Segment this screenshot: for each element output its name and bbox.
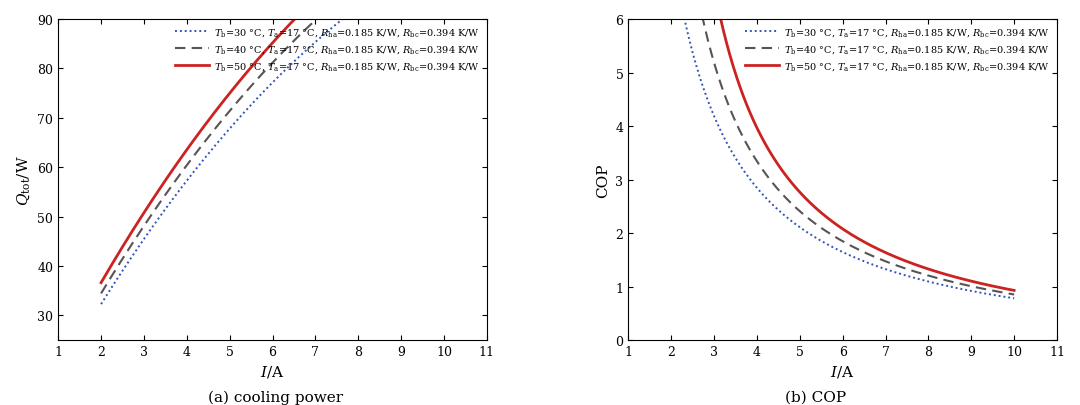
Legend: $T_{\mathrm{b}}$=30 °C, $T_{\mathrm{a}}$=17 °C, $R_{\mathrm{ha}}$=0.185 K/W, $R_: $T_{\mathrm{b}}$=30 °C, $T_{\mathrm{a}}$… [742,23,1054,76]
Y-axis label: $Q_{\mathrm{tot}}$/W: $Q_{\mathrm{tot}}$/W [15,155,31,205]
$T_{\mathrm{b}}$=30 °C, $T_{\mathrm{a}}$=17 °C, $R_{\mathrm{ha}}$=0.185 K/W, $R_{\mathrm{bc}}$=0.394 K/W [298,51,311,55]
$T_{\mathrm{b}}$=40 °C, $T_{\mathrm{a}}$=17 °C, $R_{\mathrm{ha}}$=0.185 K/W, $R_{\mathrm{bc}}$=0.394 K/W [954,281,967,286]
$T_{\mathrm{b}}$=30 °C, $T_{\mathrm{a}}$=17 °C, $R_{\mathrm{ha}}$=0.185 K/W, $R_{\mathrm{bc}}$=0.394 K/W [869,264,882,269]
$T_{\mathrm{b}}$=30 °C, $T_{\mathrm{a}}$=17 °C, $R_{\mathrm{ha}}$=0.185 K/W, $R_{\mathrm{bc}}$=0.394 K/W [95,302,108,307]
$T_{\mathrm{b}}$=40 °C, $T_{\mathrm{a}}$=17 °C, $R_{\mathrm{ha}}$=0.185 K/W, $R_{\mathrm{bc}}$=0.394 K/W [975,286,988,291]
$T_{\mathrm{b}}$=30 °C, $T_{\mathrm{a}}$=17 °C, $R_{\mathrm{ha}}$=0.185 K/W, $R_{\mathrm{bc}}$=0.394 K/W [1008,296,1021,301]
$T_{\mathrm{b}}$=40 °C, $T_{\mathrm{a}}$=17 °C, $R_{\mathrm{ha}}$=0.185 K/W, $R_{\mathrm{bc}}$=0.394 K/W [867,255,880,260]
$T_{\mathrm{b}}$=50 °C, $T_{\mathrm{a}}$=17 °C, $R_{\mathrm{ha}}$=0.185 K/W, $R_{\mathrm{bc}}$=0.394 K/W [875,248,888,253]
Line: $T_{\mathrm{b}}$=50 °C, $T_{\mathrm{a}}$=17 °C, $R_{\mathrm{ha}}$=0.185 K/W, $R_{\mathrm{bc}}$=0.394 K/W: $T_{\mathrm{b}}$=50 °C, $T_{\mathrm{a}}$… [671,0,1014,291]
$T_{\mathrm{b}}$=30 °C, $T_{\mathrm{a}}$=17 °C, $R_{\mathrm{ha}}$=0.185 K/W, $R_{\mathrm{bc}}$=0.394 K/W [305,45,318,49]
$T_{\mathrm{b}}$=50 °C, $T_{\mathrm{a}}$=17 °C, $R_{\mathrm{ha}}$=0.185 K/W, $R_{\mathrm{bc}}$=0.394 K/W [305,1,318,6]
$T_{\mathrm{b}}$=30 °C, $T_{\mathrm{a}}$=17 °C, $R_{\mathrm{ha}}$=0.185 K/W, $R_{\mathrm{bc}}$=0.394 K/W [299,49,312,54]
$T_{\mathrm{b}}$=40 °C, $T_{\mathrm{a}}$=17 °C, $R_{\mathrm{ha}}$=0.185 K/W, $R_{\mathrm{bc}}$=0.394 K/W [869,255,882,260]
$T_{\mathrm{b}}$=50 °C, $T_{\mathrm{a}}$=17 °C, $R_{\mathrm{ha}}$=0.185 K/W, $R_{\mathrm{bc}}$=0.394 K/W [96,279,109,284]
$T_{\mathrm{b}}$=50 °C, $T_{\mathrm{a}}$=17 °C, $R_{\mathrm{ha}}$=0.185 K/W, $R_{\mathrm{bc}}$=0.394 K/W [975,281,988,286]
$T_{\mathrm{b}}$=40 °C, $T_{\mathrm{a}}$=17 °C, $R_{\mathrm{ha}}$=0.185 K/W, $R_{\mathrm{bc}}$=0.394 K/W [298,29,311,34]
$T_{\mathrm{b}}$=40 °C, $T_{\mathrm{a}}$=17 °C, $R_{\mathrm{ha}}$=0.185 K/W, $R_{\mathrm{bc}}$=0.394 K/W [95,291,108,296]
Line: $T_{\mathrm{b}}$=30 °C, $T_{\mathrm{a}}$=17 °C, $R_{\mathrm{ha}}$=0.185 K/W, $R_{\mathrm{bc}}$=0.394 K/W: $T_{\mathrm{b}}$=30 °C, $T_{\mathrm{a}}$… [671,0,1014,298]
$T_{\mathrm{b}}$=30 °C, $T_{\mathrm{a}}$=17 °C, $R_{\mathrm{ha}}$=0.185 K/W, $R_{\mathrm{bc}}$=0.394 K/W [975,291,988,296]
Text: (a) cooling power: (a) cooling power [207,390,343,404]
$T_{\mathrm{b}}$=50 °C, $T_{\mathrm{a}}$=17 °C, $R_{\mathrm{ha}}$=0.185 K/W, $R_{\mathrm{bc}}$=0.394 K/W [1008,288,1021,293]
X-axis label: $I$/A: $I$/A [831,364,855,379]
$T_{\mathrm{b}}$=30 °C, $T_{\mathrm{a}}$=17 °C, $R_{\mathrm{ha}}$=0.185 K/W, $R_{\mathrm{bc}}$=0.394 K/W [954,287,967,292]
$T_{\mathrm{b}}$=30 °C, $T_{\mathrm{a}}$=17 °C, $R_{\mathrm{ha}}$=0.185 K/W, $R_{\mathrm{bc}}$=0.394 K/W [875,266,888,271]
X-axis label: $I$/A: $I$/A [260,364,285,379]
Line: $T_{\mathrm{b}}$=50 °C, $T_{\mathrm{a}}$=17 °C, $R_{\mathrm{ha}}$=0.185 K/W, $R_{\mathrm{bc}}$=0.394 K/W: $T_{\mathrm{b}}$=50 °C, $T_{\mathrm{a}}$… [102,0,444,283]
$T_{\mathrm{b}}$=30 °C, $T_{\mathrm{a}}$=17 °C, $R_{\mathrm{ha}}$=0.185 K/W, $R_{\mathrm{bc}}$=0.394 K/W [867,263,880,268]
$T_{\mathrm{b}}$=50 °C, $T_{\mathrm{a}}$=17 °C, $R_{\mathrm{ha}}$=0.185 K/W, $R_{\mathrm{bc}}$=0.394 K/W [954,276,967,281]
Line: $T_{\mathrm{b}}$=30 °C, $T_{\mathrm{a}}$=17 °C, $R_{\mathrm{ha}}$=0.185 K/W, $R_{\mathrm{bc}}$=0.394 K/W: $T_{\mathrm{b}}$=30 °C, $T_{\mathrm{a}}$… [102,0,444,305]
Line: $T_{\mathrm{b}}$=40 °C, $T_{\mathrm{a}}$=17 °C, $R_{\mathrm{ha}}$=0.185 K/W, $R_{\mathrm{bc}}$=0.394 K/W: $T_{\mathrm{b}}$=40 °C, $T_{\mathrm{a}}$… [102,0,444,294]
$T_{\mathrm{b}}$=40 °C, $T_{\mathrm{a}}$=17 °C, $R_{\mathrm{ha}}$=0.185 K/W, $R_{\mathrm{bc}}$=0.394 K/W [1008,292,1021,297]
$T_{\mathrm{b}}$=50 °C, $T_{\mathrm{a}}$=17 °C, $R_{\mathrm{ha}}$=0.185 K/W, $R_{\mathrm{bc}}$=0.394 K/W [95,281,108,286]
$T_{\mathrm{b}}$=50 °C, $T_{\mathrm{a}}$=17 °C, $R_{\mathrm{ha}}$=0.185 K/W, $R_{\mathrm{bc}}$=0.394 K/W [869,246,882,251]
Y-axis label: COP: COP [596,163,610,197]
$T_{\mathrm{b}}$=40 °C, $T_{\mathrm{a}}$=17 °C, $R_{\mathrm{ha}}$=0.185 K/W, $R_{\mathrm{bc}}$=0.394 K/W [96,289,109,294]
Text: (b) COP: (b) COP [785,390,846,404]
$T_{\mathrm{b}}$=40 °C, $T_{\mathrm{a}}$=17 °C, $R_{\mathrm{ha}}$=0.185 K/W, $R_{\mathrm{bc}}$=0.394 K/W [875,258,888,262]
Line: $T_{\mathrm{b}}$=40 °C, $T_{\mathrm{a}}$=17 °C, $R_{\mathrm{ha}}$=0.185 K/W, $R_{\mathrm{bc}}$=0.394 K/W: $T_{\mathrm{b}}$=40 °C, $T_{\mathrm{a}}$… [671,0,1014,295]
$T_{\mathrm{b}}$=50 °C, $T_{\mathrm{a}}$=17 °C, $R_{\mathrm{ha}}$=0.185 K/W, $R_{\mathrm{bc}}$=0.394 K/W [298,8,311,13]
$T_{\mathrm{b}}$=40 °C, $T_{\mathrm{a}}$=17 °C, $R_{\mathrm{ha}}$=0.185 K/W, $R_{\mathrm{bc}}$=0.394 K/W [305,23,318,28]
$T_{\mathrm{b}}$=40 °C, $T_{\mathrm{a}}$=17 °C, $R_{\mathrm{ha}}$=0.185 K/W, $R_{\mathrm{bc}}$=0.394 K/W [299,28,312,33]
Legend: $T_{\mathrm{b}}$=30 °C, $T_{\mathrm{a}}$=17 °C, $R_{\mathrm{ha}}$=0.185 K/W, $R_: $T_{\mathrm{b}}$=30 °C, $T_{\mathrm{a}}$… [172,23,484,76]
$T_{\mathrm{b}}$=30 °C, $T_{\mathrm{a}}$=17 °C, $R_{\mathrm{ha}}$=0.185 K/W, $R_{\mathrm{bc}}$=0.394 K/W [96,300,109,305]
$T_{\mathrm{b}}$=50 °C, $T_{\mathrm{a}}$=17 °C, $R_{\mathrm{ha}}$=0.185 K/W, $R_{\mathrm{bc}}$=0.394 K/W [299,7,312,12]
$T_{\mathrm{b}}$=50 °C, $T_{\mathrm{a}}$=17 °C, $R_{\mathrm{ha}}$=0.185 K/W, $R_{\mathrm{bc}}$=0.394 K/W [867,245,880,250]
